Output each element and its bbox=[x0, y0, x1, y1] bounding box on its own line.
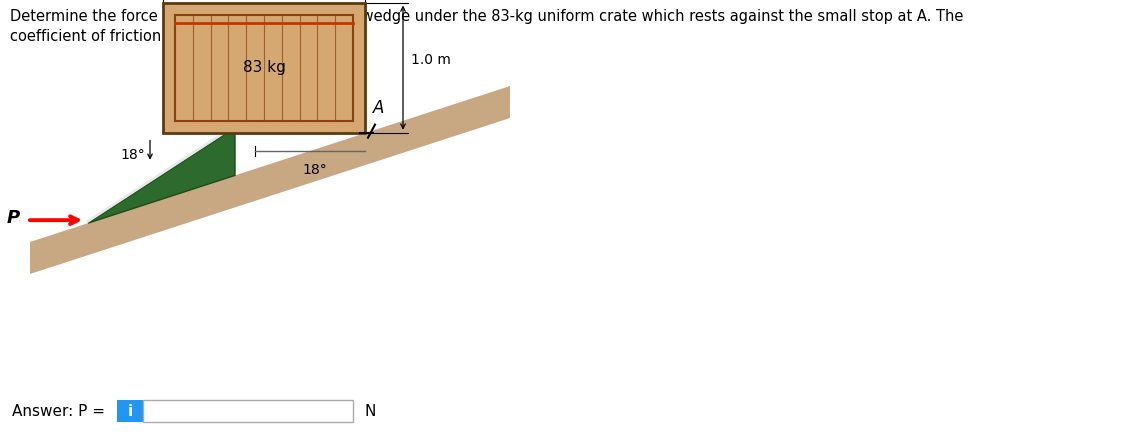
Polygon shape bbox=[88, 128, 235, 223]
FancyBboxPatch shape bbox=[143, 400, 353, 422]
Text: A: A bbox=[373, 99, 384, 117]
Text: 1.0 m: 1.0 m bbox=[411, 52, 451, 66]
Text: Answer: P =: Answer: P = bbox=[12, 403, 105, 419]
Text: N: N bbox=[365, 403, 376, 419]
Text: 18°: 18° bbox=[303, 163, 328, 177]
Text: Determine the force P required to force the 18° wedge under the 83-kg uniform cr: Determine the force P required to force … bbox=[10, 9, 964, 44]
Text: i: i bbox=[127, 403, 133, 419]
Text: 18°: 18° bbox=[120, 148, 145, 162]
Bar bbox=[175, 14, 353, 121]
Text: P: P bbox=[7, 209, 19, 227]
Polygon shape bbox=[29, 86, 510, 274]
Bar bbox=[163, 3, 365, 132]
FancyBboxPatch shape bbox=[117, 400, 143, 422]
Text: 83 kg: 83 kg bbox=[243, 60, 286, 75]
